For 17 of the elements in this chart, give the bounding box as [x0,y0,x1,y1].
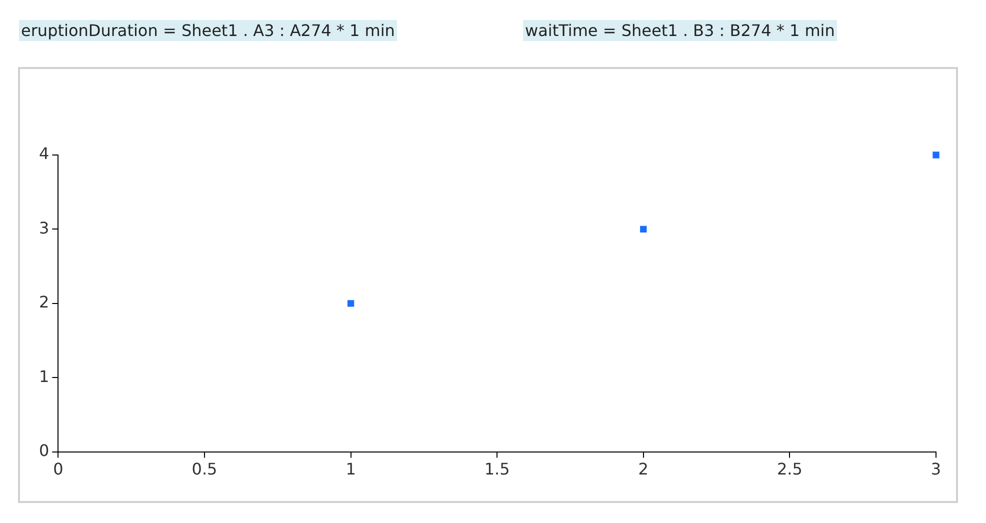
x-tick-label: 2.5 [776,460,802,479]
y-tick-label: 4 [38,144,50,164]
x-tick-label: 2 [638,460,648,479]
x-tick-label: 1 [346,460,356,479]
point [640,226,647,233]
text: eruptionDuration = Sheet1 . A3 : A274 * 1 min [19,20,397,41]
x-tick-label: 3 [930,460,942,479]
x-tick-label: 0 [53,460,64,479]
text: waitTime = Sheet1 . B3 : B274 * 1 min [523,20,837,41]
x-tick-label: 1.5 [484,460,510,479]
x-tick-label: 0.5 [192,460,218,479]
point [347,300,354,307]
y-tick-label: 0 [38,440,50,460]
y-tick-label: 2 [38,292,50,312]
y-tick-label: 1 [38,366,50,386]
y-tick-label: 3 [38,218,50,238]
point [932,152,940,158]
